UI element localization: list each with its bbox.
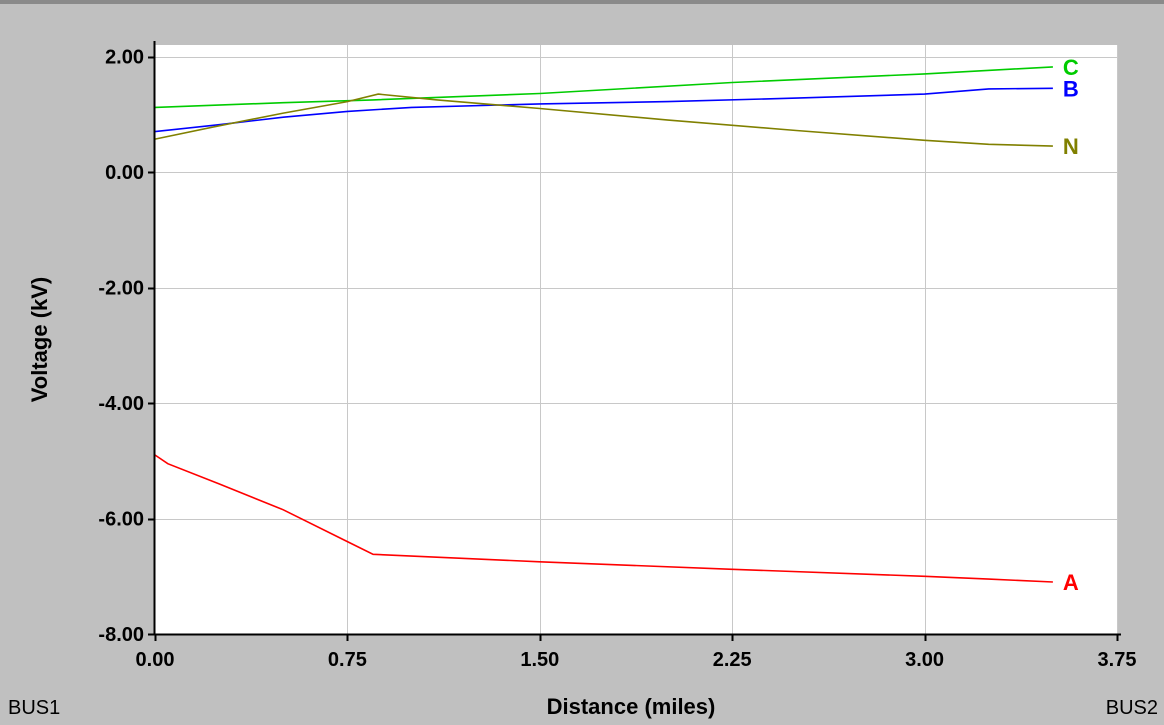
x-tick-label: 2.25 [713,649,752,671]
y-axis-title: Voltage (kV) [27,277,52,403]
x-tick-label: 3.75 [1098,649,1137,671]
y-tick-label: -6.00 [98,509,144,531]
y-tick-label: 2.00 [105,47,144,69]
series-line-c [154,66,1053,109]
x-axis-title: Distance (miles) [547,694,716,719]
series-label-c: C [1063,55,1079,80]
x-tick-labels: 0.00 0.75 1.50 2.25 3.00 3.75 [136,649,1137,671]
axes [148,41,1121,641]
series-label-a: A [1063,570,1079,595]
x-tick-label: 0.75 [328,649,367,671]
end-bus-label: BUS2 [1106,697,1158,719]
window-top-border [0,0,1164,4]
y-tick-label: -8.00 [98,624,144,646]
y-tick-label: 0.00 [105,162,144,184]
plot-background [155,45,1117,634]
y-tick-label: -4.00 [98,393,144,415]
series-lines [154,66,1053,583]
plot-area [155,45,1117,634]
series-line-b [154,87,1053,133]
x-tick-label: 1.50 [520,649,559,671]
grid [155,45,1118,634]
x-tick-label: 3.00 [905,649,944,671]
y-tick-labels: 2.00 0.00 -2.00 -4.00 -6.00 -8.00 [98,47,144,646]
series-labels: A BC N [1063,55,1079,595]
start-bus-label: BUS1 [8,697,60,719]
series-line-a [154,454,1053,583]
x-tick-label: 0.00 [136,649,175,671]
series-label-b: B [1063,76,1079,101]
y-tick-label: -2.00 [98,278,144,300]
series-line-n [154,93,1053,147]
series-label-n: N [1063,134,1079,159]
